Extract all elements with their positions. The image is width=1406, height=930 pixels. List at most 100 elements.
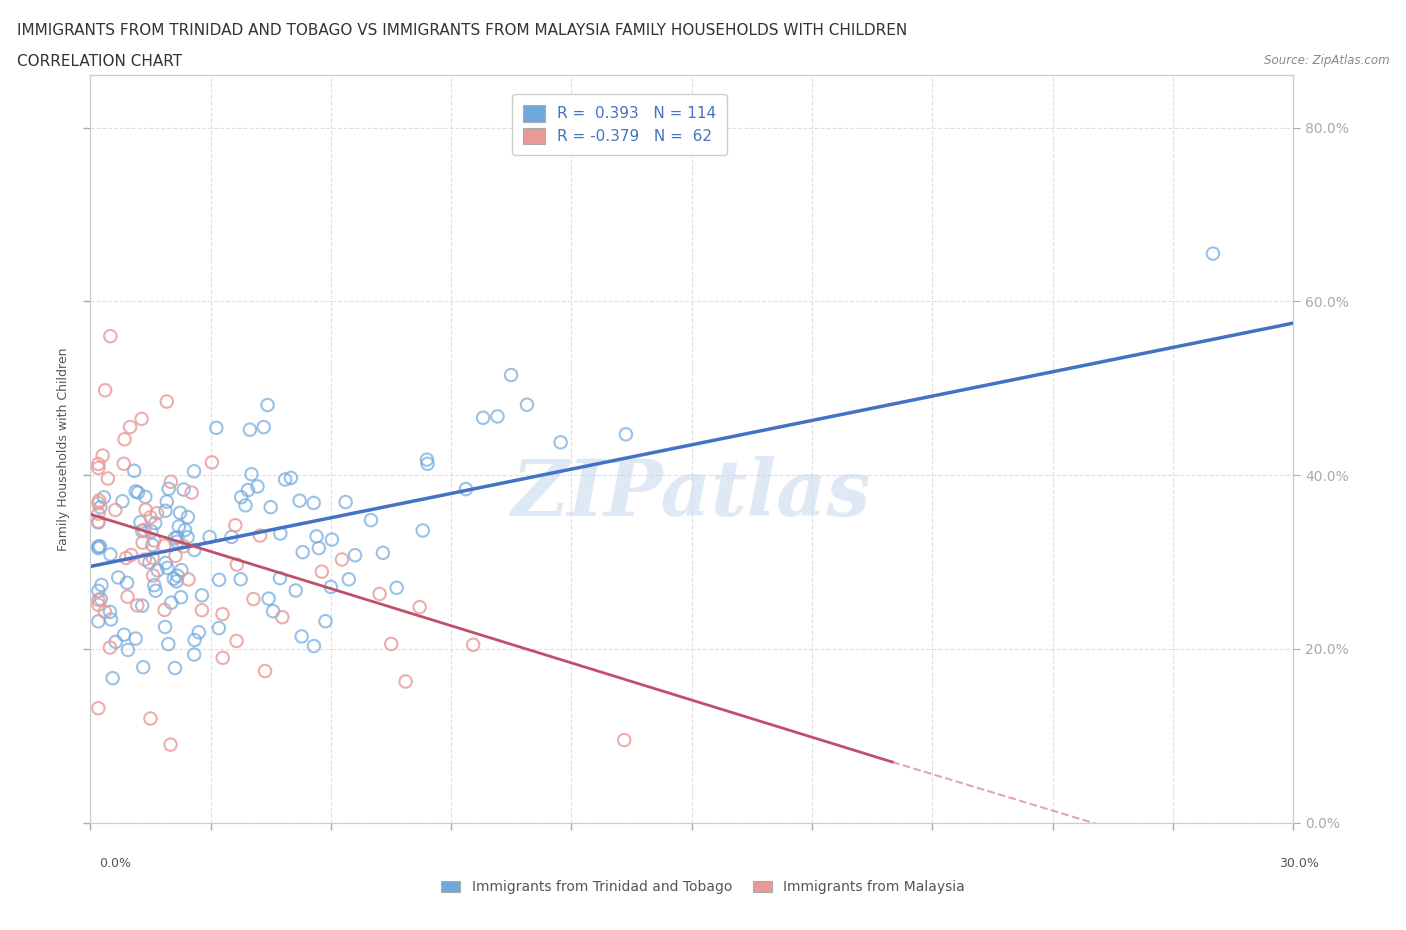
Point — [159, 474, 181, 489]
Point — [120, 548, 142, 563]
Point — [117, 643, 139, 658]
Point — [211, 650, 233, 665]
Point — [91, 448, 114, 463]
Point — [89, 499, 111, 514]
Legend: R =  0.393   N = 114, R = -0.379   N =  62: R = 0.393 N = 114, R = -0.379 N = 62 — [513, 94, 727, 155]
Point — [141, 524, 163, 538]
Point — [112, 627, 135, 642]
Point — [131, 411, 153, 426]
Point — [131, 598, 153, 613]
Point — [191, 603, 214, 618]
Point — [305, 529, 328, 544]
Point — [100, 547, 122, 562]
Point — [288, 493, 311, 508]
Point — [614, 427, 637, 442]
Point — [412, 523, 434, 538]
Point — [125, 484, 148, 498]
Point — [89, 538, 111, 553]
Text: 30.0%: 30.0% — [1279, 857, 1319, 870]
Point — [260, 499, 283, 514]
Point — [472, 410, 495, 425]
Point — [94, 383, 117, 398]
Point — [166, 535, 188, 550]
Point — [143, 516, 166, 531]
Point — [242, 591, 264, 606]
Point — [153, 603, 176, 618]
Point — [291, 545, 314, 560]
Point — [253, 419, 276, 434]
Point — [98, 640, 121, 655]
Point — [371, 545, 394, 560]
Point — [262, 604, 284, 618]
Text: CORRELATION CHART: CORRELATION CHART — [17, 54, 181, 69]
Point — [166, 574, 188, 589]
Point — [211, 606, 233, 621]
Point — [132, 659, 155, 674]
Point — [180, 485, 202, 500]
Point — [499, 367, 522, 382]
Point — [174, 523, 197, 538]
Point — [87, 614, 110, 629]
Point — [311, 565, 333, 579]
Point — [337, 572, 360, 587]
Point — [335, 495, 357, 510]
Point — [380, 636, 402, 651]
Point — [240, 467, 263, 482]
Point — [177, 510, 200, 525]
Point — [112, 457, 135, 472]
Point — [257, 591, 280, 606]
Point — [225, 557, 247, 572]
Point — [115, 576, 138, 591]
Point — [143, 533, 166, 548]
Point — [139, 510, 162, 525]
Point — [87, 506, 110, 521]
Point — [239, 422, 262, 437]
Point — [176, 530, 198, 545]
Point — [613, 733, 636, 748]
Point — [87, 539, 110, 554]
Point — [156, 561, 179, 576]
Point — [120, 419, 142, 434]
Point — [155, 503, 177, 518]
Text: 0.0%: 0.0% — [100, 857, 131, 870]
Point — [208, 620, 231, 635]
Point — [159, 737, 181, 752]
Point — [127, 598, 149, 613]
Point — [114, 432, 136, 446]
Point — [146, 563, 169, 578]
Point — [321, 532, 343, 547]
Point — [191, 588, 214, 603]
Point — [368, 587, 391, 602]
Point — [416, 457, 439, 472]
Point — [163, 660, 186, 675]
Point — [129, 514, 152, 529]
Point — [269, 571, 291, 586]
Point — [205, 420, 228, 435]
Point — [153, 619, 176, 634]
Point — [385, 580, 408, 595]
Point — [87, 515, 110, 530]
Y-axis label: Family Households with Children: Family Households with Children — [58, 348, 70, 551]
Point — [165, 549, 187, 564]
Point — [87, 514, 110, 529]
Point — [183, 647, 205, 662]
Point — [127, 485, 149, 500]
Point — [87, 592, 110, 607]
Point — [166, 530, 188, 545]
Point — [173, 538, 195, 553]
Point — [302, 496, 325, 511]
Point — [104, 502, 127, 517]
Text: Source: ZipAtlas.com: Source: ZipAtlas.com — [1264, 54, 1389, 67]
Point — [87, 540, 110, 555]
Point — [107, 570, 129, 585]
Point — [246, 479, 269, 494]
Point — [98, 604, 121, 619]
Point — [93, 490, 115, 505]
Point — [160, 595, 183, 610]
Point — [516, 397, 538, 412]
Point — [142, 568, 165, 583]
Point — [94, 604, 117, 619]
Point — [124, 631, 146, 646]
Point — [330, 552, 353, 567]
Point — [271, 610, 294, 625]
